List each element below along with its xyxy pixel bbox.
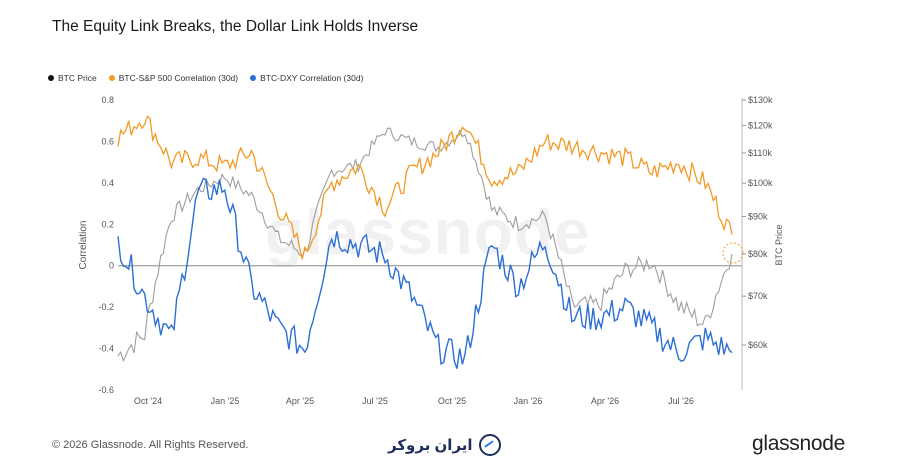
series-line-dxy-correlation: [117, 177, 733, 369]
right-tick-label: $100k: [748, 178, 773, 188]
left-tick-label: -0.2: [98, 302, 114, 312]
left-tick-label: -0.6: [98, 385, 114, 395]
x-tick-label: Jan '26: [514, 396, 543, 406]
right-tick-label: $60k: [748, 340, 768, 350]
copyright-text: © 2026 Glassnode. All Rights Reserved.: [52, 439, 249, 451]
trend-icon: [478, 434, 501, 456]
right-tick-label: $70k: [748, 291, 768, 301]
left-tick-label: 0: [109, 261, 114, 271]
left-tick-label: 0.4: [101, 178, 114, 188]
left-tick-label: 0.6: [101, 136, 114, 146]
legend-item-dxy-correlation[interactable]: BTC-DXY Correlation (30d): [250, 73, 363, 83]
partner-logo: ایران بروکر: [388, 434, 501, 456]
legend-dot-btc-price: [48, 75, 54, 81]
right-tick-label: $110k: [748, 148, 772, 158]
right-axis-title: BTC Price: [774, 224, 784, 265]
x-tick-label: Apr '26: [591, 396, 619, 406]
legend-item-sp500-correlation[interactable]: BTC-S&P 500 Correlation (30d): [108, 73, 239, 83]
brand-logo: glassnode: [751, 432, 845, 455]
legend: BTC Price BTC-S&P 500 Correlation (30d) …: [48, 73, 363, 83]
legend-label-btc-price: BTC Price: [58, 73, 97, 83]
left-tick-label: 0.8: [101, 95, 114, 105]
left-tick-label: 0.2: [101, 219, 114, 229]
x-tick-label: Oct '24: [134, 396, 162, 406]
highlight-circle: [722, 242, 744, 264]
legend-label-dxy-correlation: BTC-DXY Correlation (30d): [260, 73, 364, 83]
x-tick-label: Jul '26: [668, 396, 694, 406]
chart-title: The Equity Link Breaks, the Dollar Link …: [52, 18, 419, 35]
left-tick-label: -0.4: [98, 344, 114, 354]
x-tick-label: Oct '25: [438, 396, 466, 406]
left-axis-title: Correlation: [78, 221, 89, 270]
legend-dot-dxy-correlation: [250, 75, 257, 81]
right-tick-label: $80k: [748, 249, 768, 259]
chart-axes: 0.8 0.6 0.4 0.2 0 -0.2 -0.4 -0.6 $130k $120k $110k…: [78, 95, 784, 406]
legend-label-sp500-correlation: BTC-S&P 500 Correlation (30d): [118, 73, 239, 83]
series-line-sp500-correlation: [117, 115, 733, 260]
legend-dot-sp500-correlation: [108, 75, 115, 81]
partner-logo-text: ایران بروکر: [388, 437, 473, 454]
right-tick-label: $90k: [748, 212, 768, 222]
right-tick-label: $120k: [748, 120, 773, 130]
x-tick-label: Jul '25: [362, 396, 388, 406]
chart-series: [117, 115, 744, 369]
x-tick-label: Jan '25: [211, 396, 240, 406]
legend-item-btc-price[interactable]: BTC Price: [48, 73, 97, 83]
right-tick-label: $130k: [748, 95, 773, 105]
x-tick-label: Apr '25: [286, 396, 314, 406]
